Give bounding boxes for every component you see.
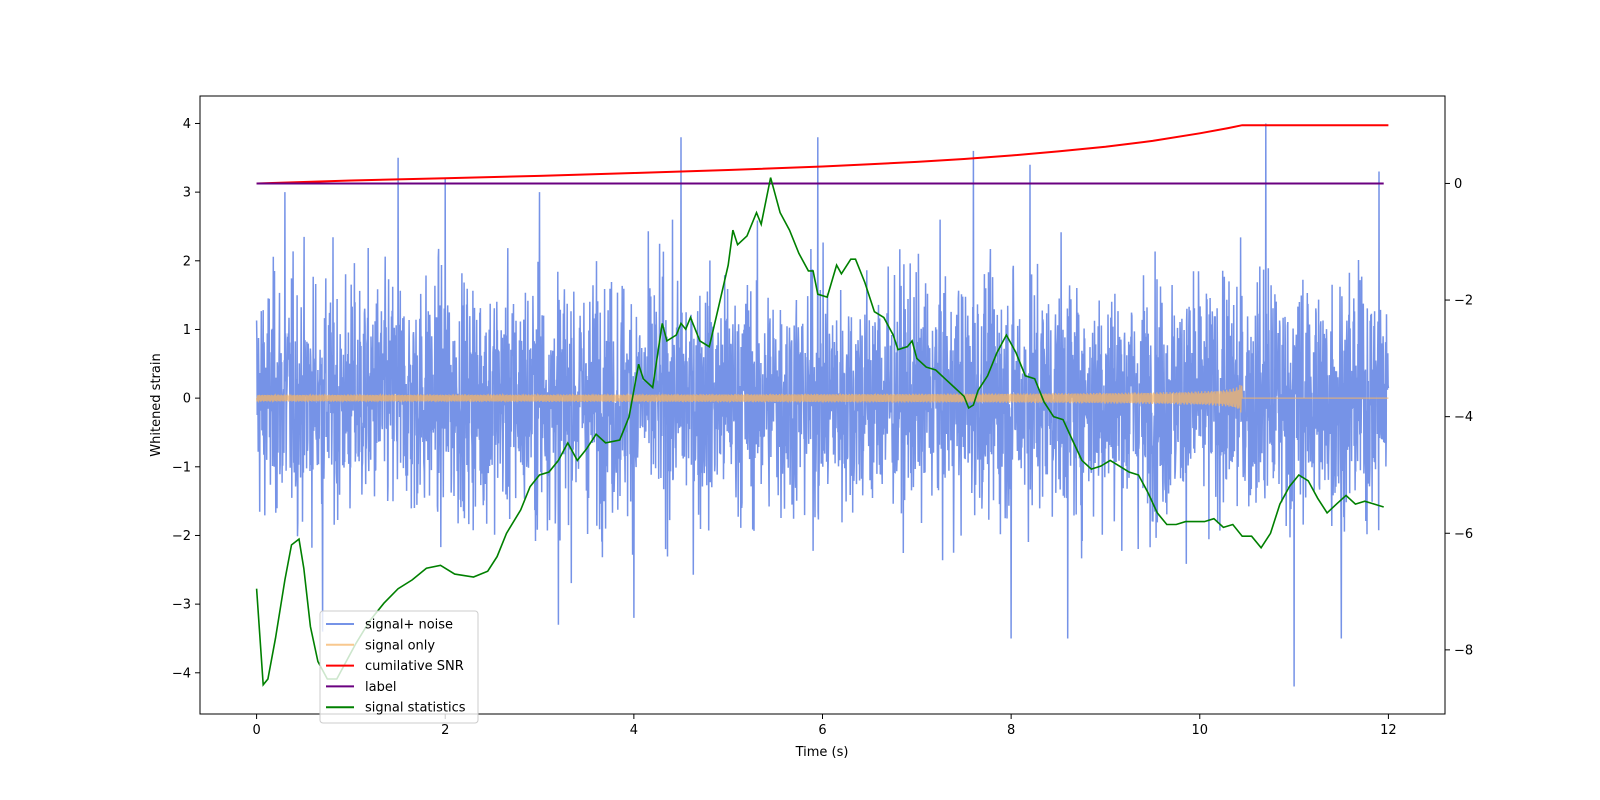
x-tick-label: 4 [630, 723, 638, 738]
y2-tick-label: −4 [1454, 410, 1473, 425]
y-axis-label: Whitened strain [149, 353, 164, 456]
y-tick-label: −1 [172, 460, 191, 475]
y-tick-label: 2 [183, 254, 191, 269]
x-tick-label: 8 [1007, 723, 1015, 738]
y-tick-label: 4 [183, 117, 191, 132]
y-axis-left: 4 3 2 1 0 −1 −2 −3 −4 [172, 117, 200, 681]
x-tick-label: 0 [252, 723, 260, 738]
y-tick-label: 0 [183, 392, 191, 407]
legend-label: signal only [365, 638, 435, 653]
legend-label: signal+ noise [365, 618, 453, 633]
y-tick-label: 3 [183, 186, 191, 201]
x-tick-label: 6 [818, 723, 826, 738]
series-line-signal-statistics [255, 177, 1384, 687]
y2-tick-label: 0 [1454, 177, 1462, 192]
series-line-signal-only [255, 384, 1389, 413]
x-tick-label: 10 [1191, 723, 1208, 738]
legend-box [319, 610, 479, 724]
y-tick-label: −2 [172, 529, 191, 544]
y-axis-right: 0 −2 −4 −6 −8 [1445, 177, 1473, 658]
y-tick-label: −4 [172, 666, 191, 681]
x-tick-label: 2 [441, 723, 449, 738]
legend-label: label [365, 680, 396, 695]
legend-label: signal statistics [365, 701, 466, 716]
x-axis-label: Time (s) [795, 745, 849, 760]
y2-tick-label: −8 [1454, 643, 1473, 658]
plot-data-layer [255, 123, 1390, 687]
series-line-cumulative-snr [256, 124, 1389, 185]
x-tick-label: 12 [1380, 723, 1397, 738]
legend-label: cumilative SNR [365, 659, 464, 674]
legend: signal+ noise signal only cumilative SNR la… [319, 610, 479, 724]
y2-tick-label: −6 [1454, 527, 1473, 542]
y2-tick-label: −2 [1454, 294, 1473, 309]
y-tick-label: −3 [172, 598, 191, 613]
y-tick-label: 1 [183, 323, 191, 338]
